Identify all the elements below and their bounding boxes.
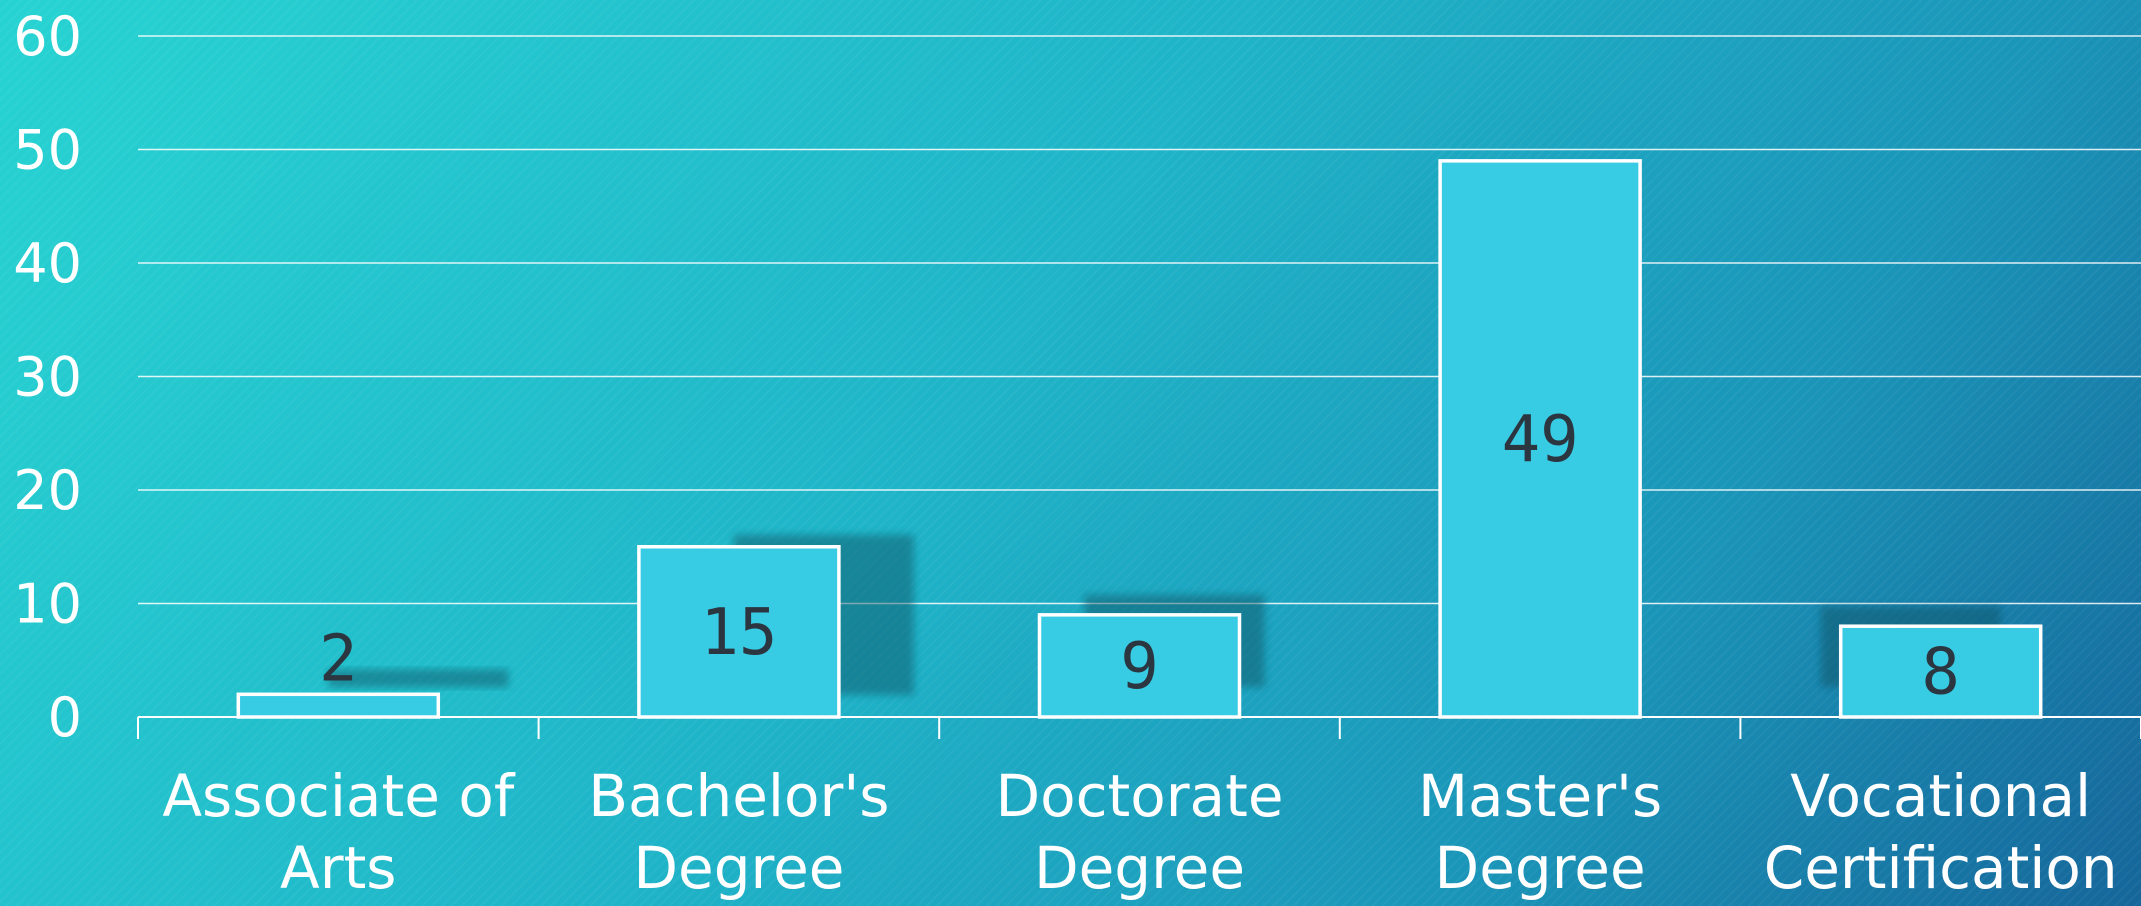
- y-tick-label: 20: [13, 459, 82, 522]
- x-category-label: Degree: [633, 834, 844, 902]
- bar: [236, 692, 441, 719]
- data-label: 9: [1120, 630, 1159, 704]
- x-category-label: Degree: [1034, 834, 1245, 902]
- data-label: 8: [1921, 636, 1960, 710]
- bar-shadow: [328, 669, 509, 688]
- bar: [1438, 159, 1642, 719]
- data-label: 2: [319, 622, 358, 696]
- x-category-label: Vocational: [1790, 762, 2091, 830]
- x-category-label: Master's: [1418, 762, 1662, 830]
- x-category-label: Arts: [280, 834, 396, 902]
- x-category-label: Bachelor's: [588, 762, 889, 830]
- bar: [1037, 613, 1242, 719]
- y-tick-label: 60: [13, 5, 82, 68]
- data-label: 49: [1502, 403, 1579, 477]
- y-tick-label: 30: [13, 346, 82, 409]
- bar: [1838, 624, 2043, 719]
- y-tick-label: 10: [13, 573, 82, 636]
- x-category-label: Certification: [1764, 834, 2118, 902]
- x-category-label: Doctorate: [995, 762, 1283, 830]
- y-tick-label: 50: [13, 119, 82, 182]
- y-tick-label: 0: [48, 686, 82, 749]
- y-tick-label: 40: [13, 232, 82, 295]
- bar: [637, 545, 841, 719]
- data-label: 15: [700, 596, 777, 670]
- x-category-label: Associate of: [162, 762, 515, 830]
- x-category-label: Degree: [1435, 834, 1646, 902]
